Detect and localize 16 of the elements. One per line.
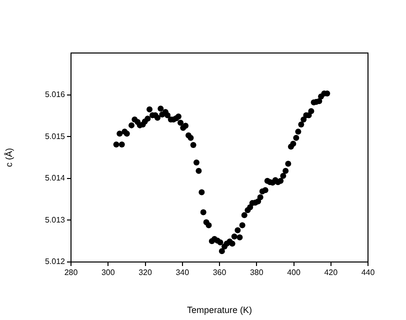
y-tick-label: 5.016 <box>44 90 66 100</box>
x-axis-title: Temperature (K) <box>186 305 252 316</box>
y-tick-label: 5.014 <box>44 174 66 183</box>
x-tick-label: 400 <box>287 268 301 278</box>
x-tick-label: 320 <box>138 268 152 278</box>
y-tick-label: 5.013 <box>44 215 66 224</box>
x-tick-label: 380 <box>250 268 264 278</box>
x-tick-label: 440 <box>361 268 376 278</box>
x-tick-label: 280 <box>64 268 78 278</box>
x-tick-label: 420 <box>324 268 338 278</box>
y-tick-label: 5.015 <box>44 132 66 141</box>
y-axis-title: c (Å) <box>4 148 14 167</box>
x-tick-label: 340 <box>176 268 190 278</box>
x-tick-label: 300 <box>101 268 116 278</box>
x-tick-label: 360 <box>212 268 227 278</box>
y-tick-label: 5.012 <box>44 257 66 266</box>
